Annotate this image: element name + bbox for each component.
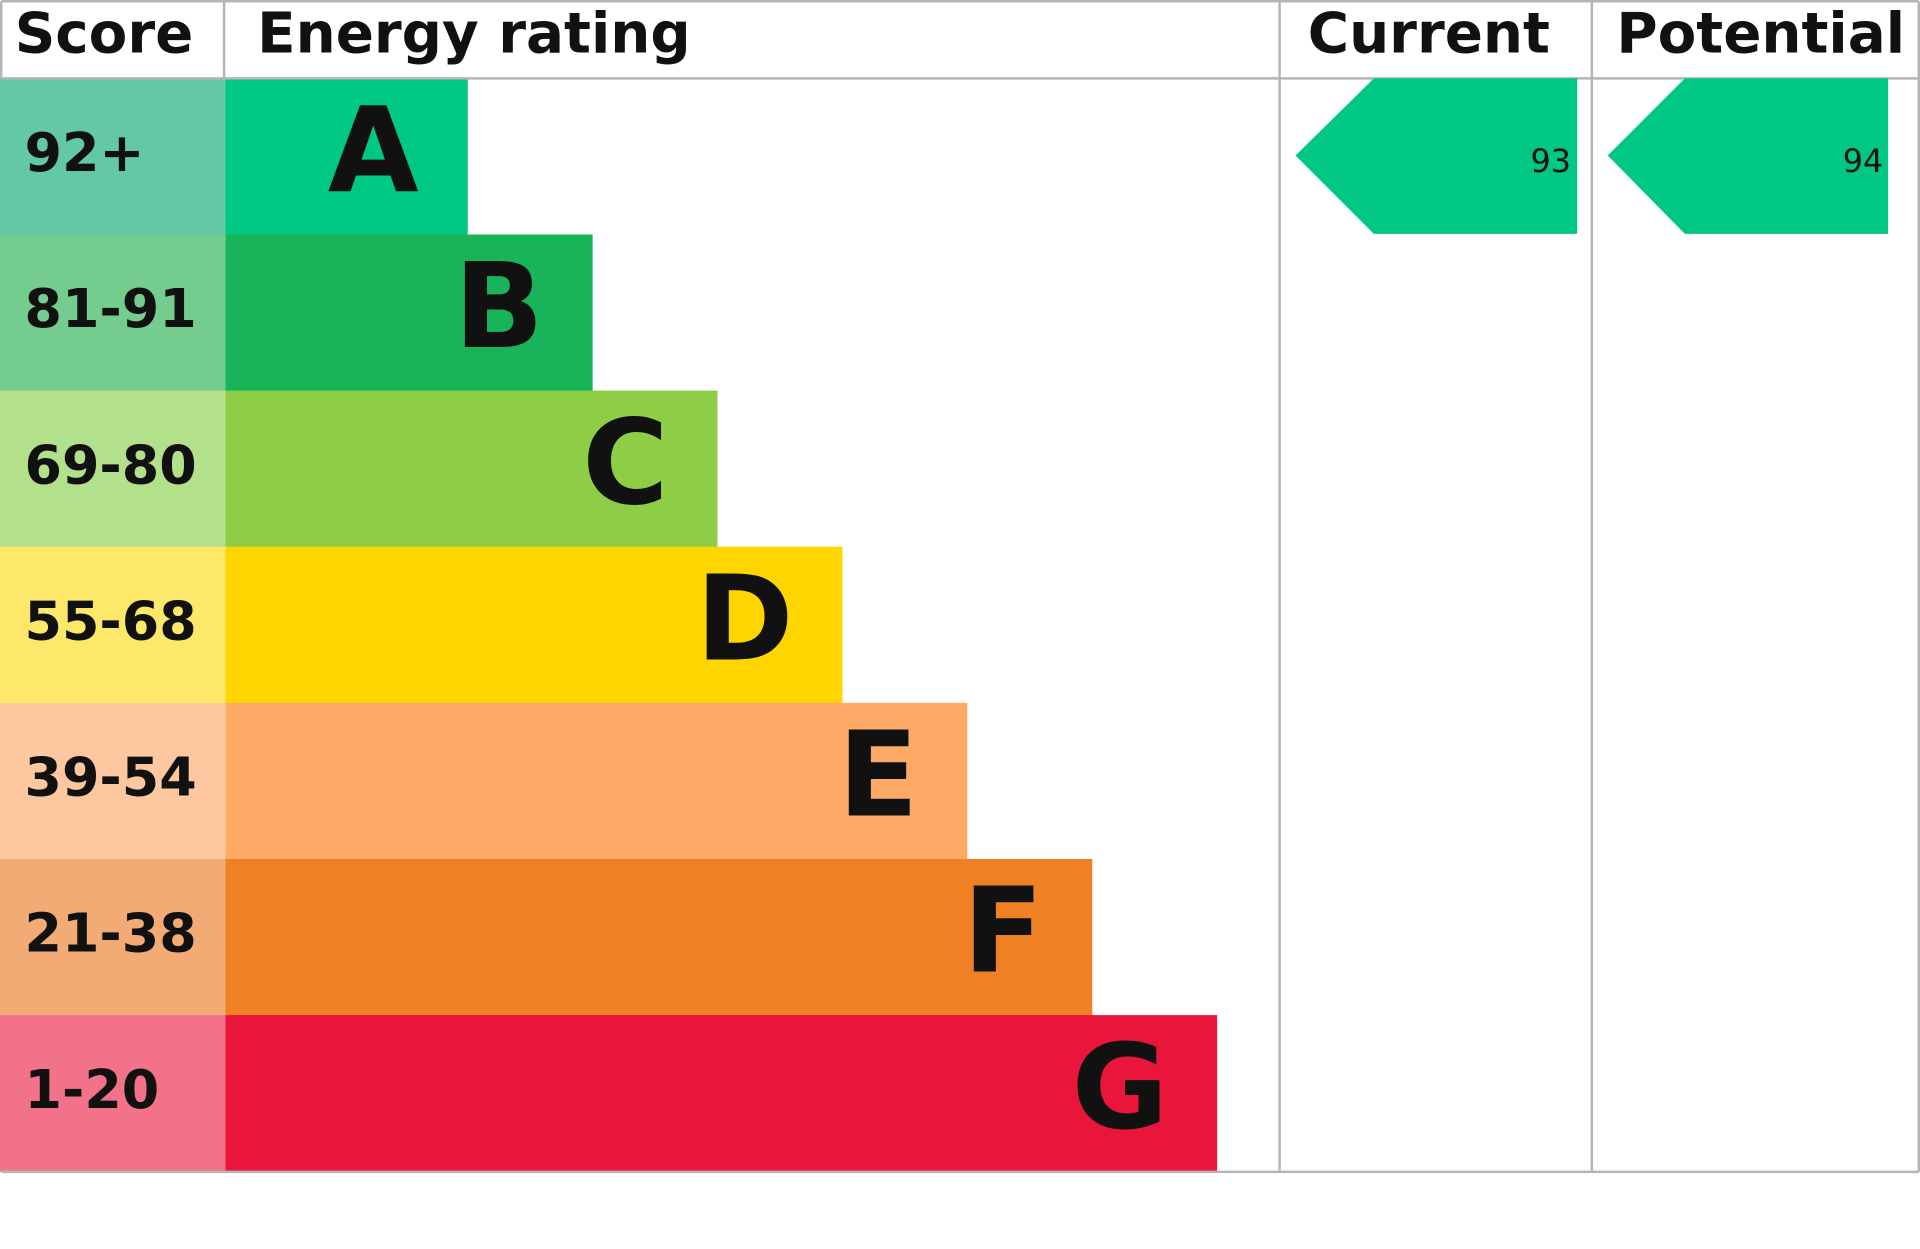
score-cell [0, 546, 226, 704]
score-label: 21-38 [24, 902, 196, 965]
score-cell [0, 1015, 226, 1172]
score-cell [0, 858, 226, 1016]
header-potential: Potential [1616, 1, 1905, 66]
score-label: 55-68 [24, 589, 196, 652]
header-current: Current [1308, 1, 1550, 66]
rating-bar [225, 546, 843, 704]
rating-rows: 92+ A 81-91 B 69-80 C 55-68 D 39-54 E 21-38 F 1-20 G [0, 78, 1218, 1172]
header-score: Score [15, 1, 194, 66]
potential-value: 94 [1843, 142, 1884, 180]
current-value: 93 [1531, 142, 1572, 180]
rating-letter: A [328, 82, 419, 219]
rating-bar [225, 858, 1093, 1016]
rating-letter: B [454, 238, 544, 375]
score-label: 92+ [24, 121, 144, 184]
rating-letter: F [963, 863, 1043, 1000]
score-label: 81-91 [24, 277, 196, 340]
rating-bar [225, 702, 968, 860]
rating-bar [225, 1015, 1218, 1172]
rating-bar [225, 78, 468, 236]
current-arrow [1295, 78, 1578, 234]
score-label: 1-20 [24, 1058, 159, 1121]
score-label: 69-80 [24, 433, 196, 496]
rating-bar [225, 390, 718, 548]
header-rating: Energy rating [257, 1, 691, 66]
rating-bar [225, 234, 593, 392]
score-cell [0, 702, 226, 860]
score-cell [0, 390, 226, 548]
rating-letter: E [838, 707, 918, 844]
rating-letter: D [696, 550, 794, 687]
score-label: 39-54 [24, 746, 196, 809]
rating-letter: C [582, 394, 668, 531]
score-cell [0, 234, 226, 392]
rating-letter: G [1072, 1019, 1168, 1156]
potential-arrow [1607, 78, 1889, 234]
score-cell [0, 78, 226, 236]
